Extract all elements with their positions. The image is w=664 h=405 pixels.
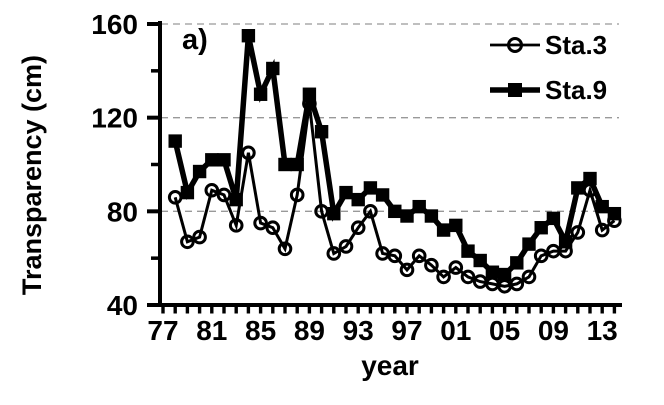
y-tick-label: 160	[91, 9, 138, 40]
data-point-sta9	[217, 153, 231, 167]
data-point-sta3	[302, 96, 317, 111]
x-tick-label: 05	[489, 315, 520, 346]
data-point-sta9	[205, 153, 219, 167]
x-tick-label: 89	[294, 315, 325, 346]
data-point-sta3	[350, 220, 366, 236]
data-point-sta3	[363, 204, 378, 219]
data-point-sta3	[228, 218, 244, 233]
y-tick-labels: 40 80 120 160	[91, 9, 138, 321]
data-point-sta9	[485, 265, 500, 279]
data-point-sta3	[192, 229, 207, 245]
x-tick-label: 93	[343, 315, 374, 346]
x-tick-labels: 77 81 85 89 93 97 01 05 09 13	[147, 315, 617, 346]
data-point-sta3	[387, 248, 403, 264]
data-point-sta3	[338, 239, 354, 254]
data-point-sta3	[448, 260, 464, 275]
data-point-sta9	[363, 181, 378, 195]
y-tick-label: 120	[91, 103, 138, 134]
x-tick-label: 77	[147, 315, 178, 346]
data-point-sta3	[460, 269, 476, 285]
data-point-sta3	[424, 257, 439, 273]
y-tick-label: 40	[107, 290, 138, 321]
data-point-sta9	[546, 211, 561, 226]
data-point-sta3	[521, 269, 537, 285]
data-point-sta9	[534, 221, 548, 235]
data-point-sta9	[168, 134, 182, 148]
y-axis-title: Transparency (cm)	[17, 54, 47, 296]
x-tick-label: 13	[587, 315, 618, 346]
legend-label-sta9: Sta.9	[545, 74, 608, 105]
data-point-sta3	[558, 243, 573, 259]
data-point-sta3	[399, 262, 415, 278]
data-point-sta3	[253, 215, 268, 231]
data-point-sta3	[314, 204, 329, 219]
data-point-sta9	[522, 237, 536, 251]
x-axis-title: year	[361, 350, 419, 381]
legend-row-sta9: Sta.9	[489, 67, 607, 112]
data-point-sta3	[204, 182, 220, 198]
data-point-sta9	[449, 218, 463, 233]
y-tick-label: 80	[107, 196, 138, 227]
legend-label-sta3: Sta.3	[545, 29, 608, 60]
data-point-sta9	[436, 223, 451, 237]
data-point-sta9	[510, 256, 524, 270]
data-point-sta9	[461, 244, 475, 258]
x-tick-label: 81	[196, 315, 227, 346]
open-circle-marker-icon	[490, 36, 540, 53]
x-tick-label: 85	[245, 315, 276, 346]
data-point-sta9	[266, 61, 280, 76]
data-point-sta3	[411, 248, 427, 264]
data-point-sta9	[339, 185, 353, 200]
x-tick-label: 97	[391, 315, 422, 346]
data-point-sta9	[388, 204, 402, 219]
data-point-sta9	[278, 157, 292, 172]
data-point-sta3	[216, 187, 232, 203]
data-point-sta3	[533, 248, 549, 264]
data-point-sta3	[277, 241, 293, 257]
legend: Sta.3 Sta.9	[489, 22, 607, 112]
y-ticks	[147, 22, 160, 307]
data-point-sta9	[314, 125, 329, 139]
data-point-sta9	[412, 199, 426, 214]
legend-row-sta3: Sta.3	[489, 22, 607, 67]
x-tick-label: 09	[538, 315, 569, 346]
data-point-sta9	[497, 267, 512, 282]
data-point-sta3	[509, 276, 525, 292]
data-point-sta9	[595, 199, 609, 214]
data-point-sta3	[607, 213, 622, 228]
data-point-sta3	[582, 182, 598, 198]
data-point-sta9	[327, 206, 341, 221]
data-point-sta3	[241, 145, 256, 161]
data-point-sta9	[241, 29, 256, 43]
data-point-sta9	[253, 87, 268, 101]
data-point-sta3	[167, 189, 183, 205]
data-point-sta9	[400, 209, 414, 223]
data-point-sta9	[375, 188, 390, 202]
data-point-sta3	[265, 220, 281, 236]
x-ticks	[161, 305, 617, 314]
data-point-sta3	[570, 225, 586, 240]
data-point-sta9	[473, 253, 487, 268]
data-point-sta9	[424, 209, 439, 223]
data-point-sta9	[351, 192, 365, 207]
x-tick-label: 01	[440, 315, 471, 346]
data-point-sta3	[594, 222, 610, 238]
data-point-sta9	[583, 171, 597, 186]
data-point-sta9	[180, 185, 195, 200]
data-point-sta3	[436, 269, 451, 285]
series-sta3	[167, 96, 622, 294]
data-point-sta9	[571, 181, 585, 195]
data-point-sta3	[289, 187, 305, 203]
data-point-sta9	[192, 164, 207, 179]
data-point-sta3	[180, 234, 195, 250]
series-line-sta.3	[173, 103, 616, 288]
filled-square-marker-icon	[490, 82, 540, 97]
data-point-sta3	[326, 246, 342, 261]
panel-label: a)	[182, 24, 208, 56]
